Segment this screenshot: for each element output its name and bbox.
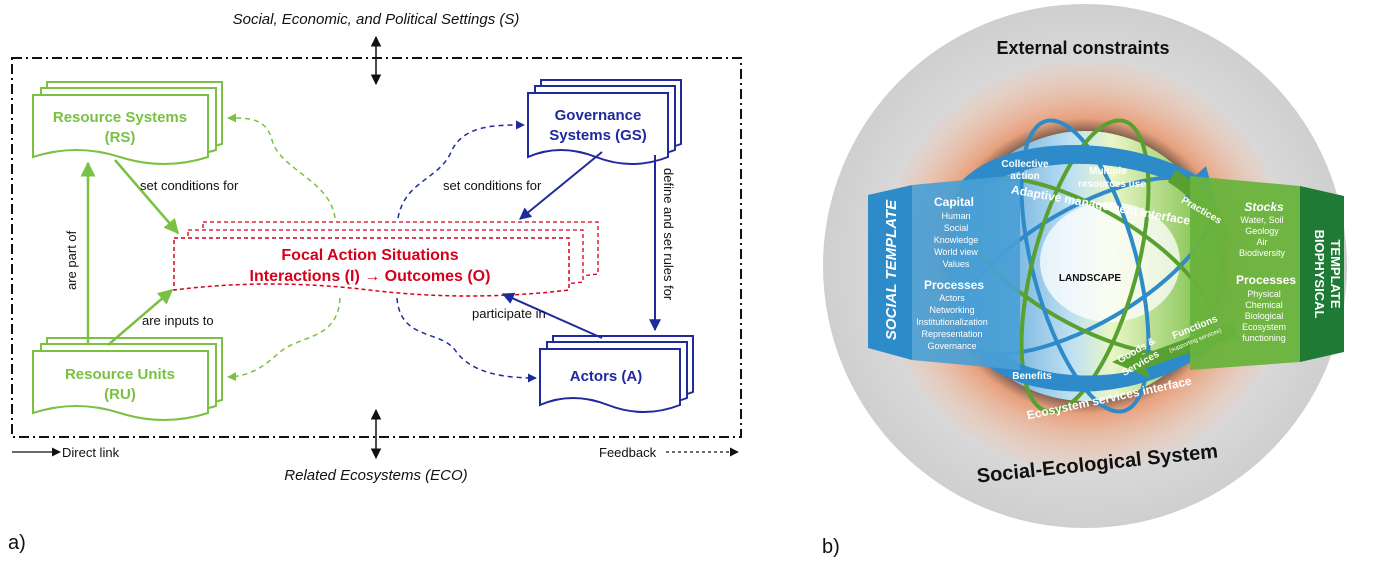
feedback-to-rs	[227, 113, 336, 219]
stock-item: Water, Soil	[1240, 215, 1283, 225]
resource-units-box: Resource Units (RU)	[32, 337, 223, 421]
top-arrow-band	[958, 144, 1214, 200]
gs-to-focal-link	[519, 151, 603, 220]
bio-process-item: Biological	[1245, 311, 1284, 321]
social-process-item: Actors	[939, 293, 965, 303]
social-process-item: Networking	[929, 305, 974, 315]
stock-item: Geology	[1245, 226, 1279, 236]
bio-process-item: Physical	[1247, 289, 1281, 299]
multiple-line1: Multiple	[1089, 166, 1127, 177]
feedback-legend-label: Feedback	[599, 445, 657, 460]
social-process-item: Governance	[927, 341, 976, 351]
stock-item: Biodiversity	[1239, 248, 1286, 258]
focal-line1: Focal Action Situations	[281, 247, 458, 264]
gs-actors-label: define and set rules for	[661, 168, 676, 301]
stock-item: Air	[1257, 237, 1268, 247]
ru-to-focal-link	[107, 289, 174, 346]
capital-list: Human Social Knowledge World view Values	[934, 211, 979, 269]
benefits-label: Benefits	[1012, 371, 1052, 382]
diagram-a: Social, Economic, and Political Settings…	[11, 11, 742, 484]
collective-line1: Collective	[1001, 159, 1049, 170]
collective-line2: action	[1010, 171, 1039, 182]
bio-template-line2: TEMPLATE	[1328, 239, 1343, 308]
ecosystems-label: Related Ecosystems (ECO)	[284, 467, 467, 484]
diagram-b: SOCIAL TEMPLATE BIOPHYSICAL TEMPLATE Cap…	[823, 4, 1347, 528]
capital-item: Social	[944, 223, 969, 233]
social-process-item: Institutionalization	[916, 317, 988, 327]
rs-to-focal-link	[114, 159, 179, 235]
panel-b-label: b)	[822, 536, 840, 558]
ru-line1: Resource Units	[65, 366, 175, 383]
settings-label: Social, Economic, and Political Settings…	[233, 11, 520, 28]
bottom-arrow-band	[980, 334, 1220, 392]
governance-systems-box: Governance Systems (GS)	[527, 79, 682, 165]
actors-label: Actors (A)	[570, 368, 643, 385]
capital-item: Values	[943, 259, 970, 269]
rs-line1: Resource Systems	[53, 109, 187, 126]
rs-line2: (RS)	[105, 129, 136, 146]
social-processes-title: Processes	[924, 278, 984, 292]
bio-processes-title: Processes	[1236, 273, 1296, 287]
capital-item: Human	[941, 211, 970, 221]
ru-line2: (RU)	[104, 386, 136, 403]
resource-systems-box: Resource Systems (RS)	[32, 81, 223, 165]
social-processes-list: Actors Networking Institutionalization Repr…	[916, 293, 988, 351]
capital-item: World view	[934, 247, 978, 257]
landscape-label: LANDSCAPE	[1059, 273, 1122, 284]
social-template-label: SOCIAL TEMPLATE	[883, 199, 900, 340]
actors-focal-label: participate in	[472, 306, 546, 321]
actors-to-focal-link	[501, 292, 603, 339]
stocks-title: Stocks	[1244, 200, 1284, 214]
bio-process-item: Ecosystem	[1242, 322, 1286, 332]
social-process-item: Representation	[921, 329, 982, 339]
focal-action-box: Focal Action Situations Interactions (I)…	[173, 221, 599, 297]
gs-focal-label: set conditions for	[443, 178, 542, 193]
feedback-to-ru	[227, 297, 341, 382]
bio-processes-list: PhysicalChemicalBiologicalEcosystemfunct…	[1242, 289, 1286, 343]
actors-box: Actors (A)	[539, 335, 694, 413]
bio-process-item: functioning	[1242, 333, 1286, 343]
direct-link-legend-label: Direct link	[62, 445, 120, 460]
bio-process-item: Chemical	[1245, 300, 1283, 310]
bio-template-line1: BIOPHYSICAL	[1312, 230, 1327, 319]
rs-focal-label: set conditions for	[140, 178, 239, 193]
feedback-to-gs	[397, 120, 525, 219]
multiple-line2: resources use	[1078, 179, 1146, 190]
social-template-slab	[868, 185, 912, 360]
biophysical-template-slab	[1300, 186, 1344, 362]
feedback-to-actors	[396, 297, 537, 383]
capital-item: Knowledge	[934, 235, 979, 245]
focal-line2: Interactions (I) → Outcomes (O)	[250, 268, 491, 285]
ru-focal-label: are inputs to	[142, 313, 214, 328]
panel-a-label: a)	[8, 532, 26, 554]
gs-line2: Systems (GS)	[549, 127, 647, 144]
gs-line1: Governance	[555, 107, 642, 124]
capital-title: Capital	[934, 195, 974, 209]
system-boundary	[11, 57, 742, 438]
ru-rs-label: are part of	[64, 230, 79, 290]
external-constraints-label: External constraints	[996, 38, 1169, 58]
